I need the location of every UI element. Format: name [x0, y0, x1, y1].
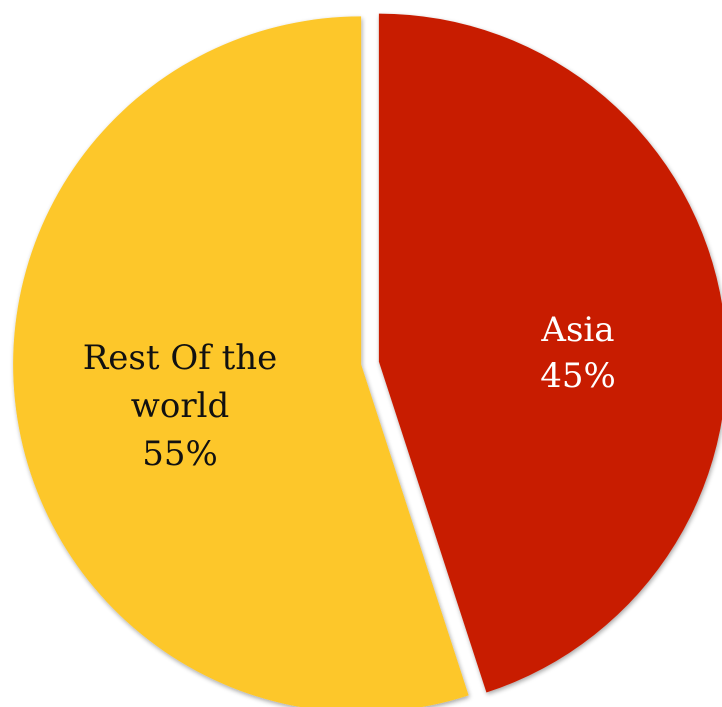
pie-label-line: Asia [540, 310, 614, 350]
pie-label-rest-of-the-world: Rest Of the world 55% [83, 338, 278, 474]
pie-label-line: 45% [540, 356, 616, 396]
pie-label-line: world [131, 386, 229, 426]
pie-label-line: Rest Of the [83, 338, 278, 378]
pie-label-line: 55% [142, 434, 218, 474]
pie-slice-asia [378, 13, 722, 693]
pie-labels: Asia 45% Rest Of the world 55% [83, 310, 616, 474]
pie-slice-rest-of-the-world [13, 16, 469, 707]
pie-slices [13, 13, 722, 707]
pie-label-asia: Asia 45% [540, 310, 616, 396]
